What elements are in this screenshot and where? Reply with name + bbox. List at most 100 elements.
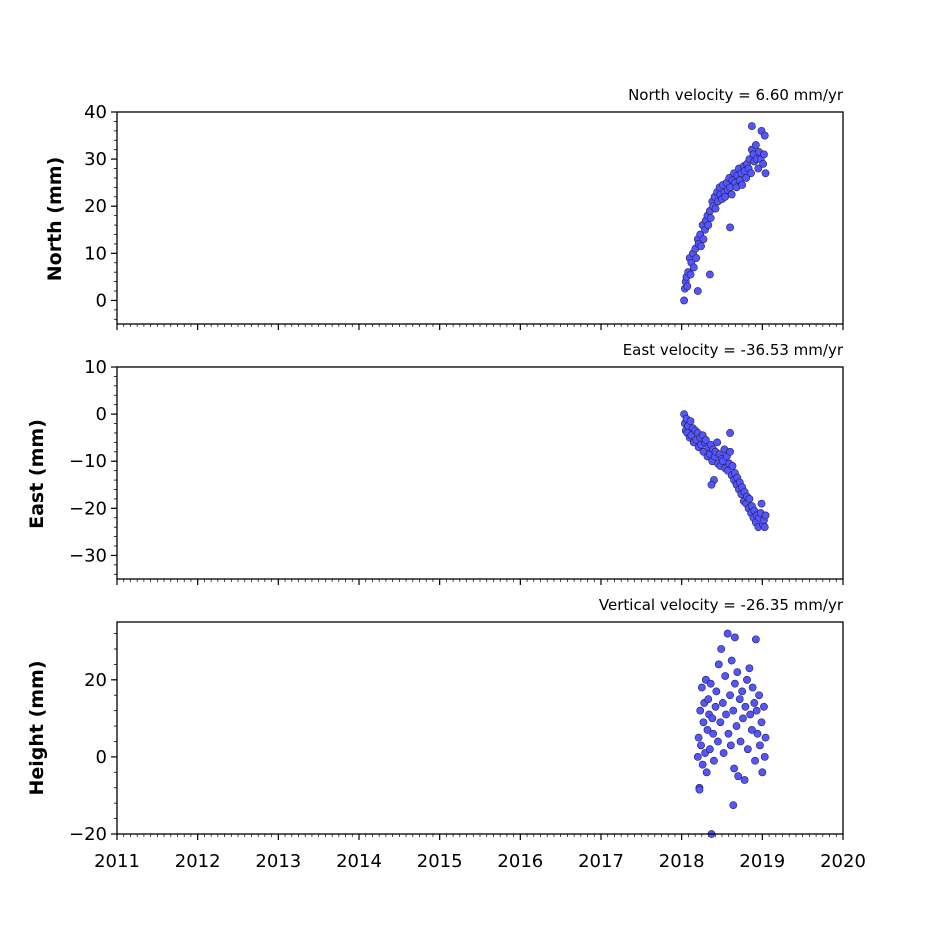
data-point xyxy=(723,629,732,638)
data-point xyxy=(727,190,736,199)
data-point xyxy=(750,699,759,707)
data-point xyxy=(730,764,738,773)
data-point xyxy=(701,436,710,444)
data-point xyxy=(693,753,702,761)
data-point xyxy=(704,221,713,229)
data-point xyxy=(731,633,739,642)
data-point xyxy=(738,687,747,696)
x-tick-label: 2012 xyxy=(175,851,221,872)
panel-north: North velocity = 6.60 mm/yr North (mm) 0… xyxy=(44,86,844,330)
data-point xyxy=(726,429,734,437)
data-point xyxy=(760,150,768,159)
data-point xyxy=(760,523,769,532)
data-point xyxy=(721,192,730,201)
x-tick-label: 2011 xyxy=(94,851,140,872)
data-point xyxy=(751,756,759,765)
data-point xyxy=(724,729,733,738)
east-plot-frame xyxy=(116,366,844,580)
data-point xyxy=(756,741,764,750)
data-point xyxy=(748,683,757,692)
data-point xyxy=(702,768,711,777)
data-point xyxy=(736,737,745,746)
height-ticks: −20 0 20 xyxy=(69,633,844,845)
data-point xyxy=(717,645,726,653)
data-point xyxy=(755,691,764,700)
data-point xyxy=(686,417,695,426)
data-point xyxy=(726,223,734,232)
y-tick-label: 10 xyxy=(84,357,107,378)
data-point xyxy=(699,235,708,244)
data-point xyxy=(760,753,769,761)
y-tick-label: 0 xyxy=(96,747,107,768)
data-point xyxy=(728,462,737,470)
height-points xyxy=(693,629,770,838)
data-point xyxy=(706,679,715,688)
data-point xyxy=(686,270,695,279)
y-tick-label: 40 xyxy=(84,102,107,123)
data-point xyxy=(753,729,762,738)
data-point xyxy=(711,204,720,213)
x-tick-label: 2015 xyxy=(417,851,463,872)
data-point xyxy=(751,141,760,149)
data-point xyxy=(709,729,718,738)
data-point xyxy=(697,242,705,251)
east-velocity-title: East velocity = -36.53 mm/yr xyxy=(623,341,844,359)
data-point xyxy=(712,687,721,696)
data-point xyxy=(726,447,734,456)
x-tick-label: 2019 xyxy=(739,851,785,872)
data-point xyxy=(760,702,768,711)
data-point xyxy=(707,480,716,489)
data-point xyxy=(729,706,738,715)
east-axis-label: East (mm) xyxy=(26,419,48,529)
data-point xyxy=(757,499,766,508)
x-tick-label: 2020 xyxy=(820,851,866,872)
data-point xyxy=(761,733,770,742)
data-point xyxy=(751,635,760,644)
y-tick-label: −20 xyxy=(69,824,107,845)
y-tick-label: −10 xyxy=(69,451,107,472)
data-point xyxy=(743,745,752,754)
data-point xyxy=(745,664,754,673)
y-tick-label: 30 xyxy=(84,149,107,170)
data-point xyxy=(713,438,722,447)
east-points xyxy=(680,410,770,532)
data-point xyxy=(710,756,718,765)
data-point xyxy=(727,656,736,665)
data-point xyxy=(704,695,713,703)
panel-height: Vertical velocity = -26.35 mm/yr Height … xyxy=(26,596,844,845)
data-point xyxy=(714,737,722,746)
data-point xyxy=(706,214,715,222)
data-point xyxy=(758,768,767,777)
year-axis-labels: 2011 2012 2013 2014 2015 2016 2017 2018 2019 2020 xyxy=(94,851,866,872)
data-point xyxy=(752,706,761,715)
data-point xyxy=(683,282,692,291)
data-point xyxy=(695,785,704,794)
data-point xyxy=(708,714,717,723)
y-tick-label: −30 xyxy=(69,545,107,566)
panel-east: East velocity = -36.53 mm/yr East (mm) −… xyxy=(26,341,844,585)
y-tick-label: 20 xyxy=(84,670,107,691)
data-point xyxy=(721,672,730,680)
data-point xyxy=(745,495,754,503)
data-point xyxy=(693,287,702,295)
y-tick-label: −20 xyxy=(69,498,107,519)
north-points xyxy=(680,122,770,305)
data-point xyxy=(741,702,750,711)
data-point xyxy=(761,169,770,178)
data-point xyxy=(697,741,705,750)
data-point xyxy=(726,741,735,750)
data-point xyxy=(754,164,763,173)
x-tick-label: 2017 xyxy=(578,851,624,872)
data-point xyxy=(722,710,730,719)
data-point xyxy=(706,270,714,279)
vertical-velocity-title: Vertical velocity = -26.35 mm/yr xyxy=(599,596,844,614)
data-point xyxy=(697,683,706,692)
x-tick-label: 2016 xyxy=(497,851,543,872)
data-point xyxy=(732,722,741,730)
height-axis-label: Height (mm) xyxy=(26,660,48,795)
data-point xyxy=(740,776,749,784)
data-point xyxy=(706,745,714,754)
data-point xyxy=(689,263,698,272)
